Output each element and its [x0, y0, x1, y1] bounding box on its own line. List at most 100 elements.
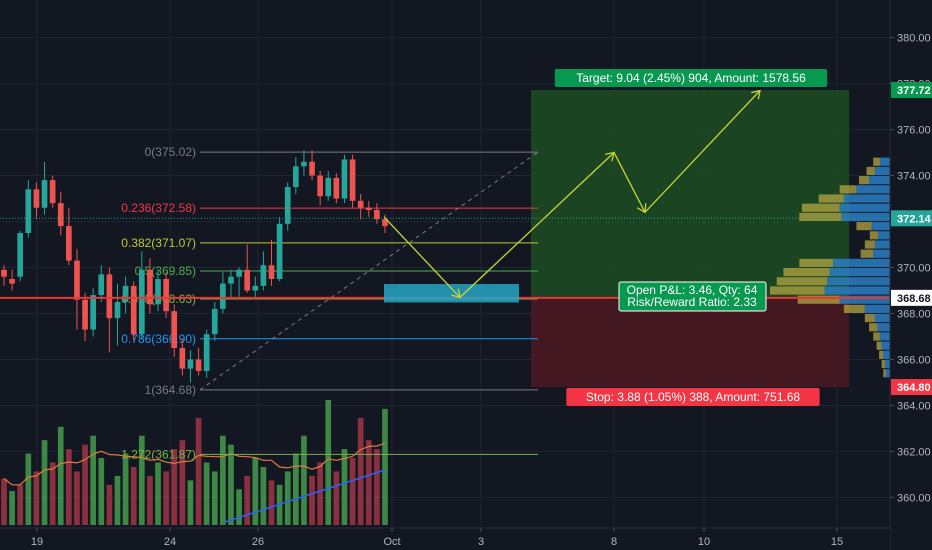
- volume-profile-up: [776, 277, 828, 286]
- arrow-head: [605, 151, 615, 162]
- last-price-tag[interactable]: 372.14: [891, 210, 932, 227]
- volume-profile-up: [799, 212, 842, 222]
- volume-profile-down: [864, 304, 890, 313]
- candle-body[interactable]: [260, 265, 267, 286]
- projection-box[interactable]: [384, 284, 519, 303]
- volume-bar: [179, 440, 186, 525]
- candle-body[interactable]: [333, 177, 340, 199]
- arrow-head: [451, 288, 461, 299]
- candle-body[interactable]: [268, 265, 275, 279]
- candle-body[interactable]: [74, 260, 80, 300]
- candle-body[interactable]: [301, 161, 307, 167]
- price-axis[interactable]: 380.00378.00376.00374.00372.00370.00368.…: [889, 0, 932, 550]
- candle-body[interactable]: [130, 285, 137, 335]
- candle-body[interactable]: [276, 223, 283, 279]
- volume-bar: [25, 453, 32, 525]
- target-label[interactable]: Target: 9.04 (2.45%) 904, Amount: 1578.5…: [554, 69, 828, 88]
- candle-body[interactable]: [252, 285, 259, 291]
- candle-body[interactable]: [284, 187, 291, 224]
- candle-body[interactable]: [98, 274, 105, 296]
- candle-body[interactable]: [49, 180, 56, 204]
- volume-profile-down: [829, 268, 890, 277]
- time-axis[interactable]: 19 24 26 Oct 3 8 10 15: [0, 527, 890, 550]
- volume-bar: [203, 462, 210, 525]
- candle-body[interactable]: [349, 159, 356, 201]
- candle-body[interactable]: [203, 334, 210, 371]
- candle-body[interactable]: [309, 161, 315, 176]
- candle-body[interactable]: [41, 180, 48, 208]
- volume-profile-down: [841, 212, 890, 222]
- candle-body[interactable]: [187, 359, 194, 369]
- target-price-tag[interactable]: 377.72: [891, 82, 932, 99]
- entry-price-tag[interactable]: 368.68: [891, 289, 932, 306]
- stop-price-tag[interactable]: 364.80: [891, 379, 932, 396]
- fibonacci-retracement[interactable]: 0(375.02)0.236(372.58)0.382(371.07)0.5(3…: [121, 145, 539, 461]
- candle-body[interactable]: [25, 189, 32, 234]
- candle-body[interactable]: [365, 207, 372, 211]
- volume-profile-down: [881, 341, 890, 350]
- candle-body[interactable]: [292, 166, 299, 188]
- candle-body[interactable]: [244, 269, 251, 291]
- candle-body[interactable]: [82, 299, 88, 330]
- candle-body[interactable]: [228, 276, 234, 284]
- volume-profile: [770, 157, 890, 378]
- fib-level-label: 1(364.68): [145, 383, 196, 397]
- volume-bar: [114, 475, 121, 525]
- drawing-overlays[interactable]: Target: 9.04 (2.45%) 904, Amount: 1578.5…: [0, 69, 890, 407]
- candle-body[interactable]: [106, 274, 113, 319]
- candle-body[interactable]: [1, 269, 7, 277]
- target-label-text: Target: 9.04 (2.45%) 904, Amount: 1578.5…: [576, 71, 806, 85]
- candle-body[interactable]: [90, 295, 97, 330]
- candle-body[interactable]: [341, 159, 348, 199]
- candle-body[interactable]: [122, 285, 129, 302]
- candle-body[interactable]: [147, 269, 153, 305]
- target-zone[interactable]: [531, 90, 849, 298]
- volume-bar: [236, 489, 242, 525]
- candle-body[interactable]: [325, 177, 332, 197]
- candle-body[interactable]: [33, 189, 40, 208]
- volume-bar: [9, 491, 15, 525]
- candle-body[interactable]: [114, 301, 121, 319]
- candlesticks[interactable]: [1, 150, 388, 383]
- volume-bar: [349, 458, 356, 525]
- volume-bar: [325, 400, 332, 525]
- candle-body[interactable]: [9, 278, 15, 284]
- candle-body[interactable]: [374, 210, 380, 220]
- stop-zone[interactable]: [531, 297, 849, 388]
- fib-trend-line[interactable]: [199, 151, 539, 391]
- stop-label[interactable]: Stop: 3.88 (1.05%) 388, Amount: 751.68: [566, 388, 820, 407]
- candle-body[interactable]: [179, 347, 186, 369]
- position-zones: [531, 90, 849, 388]
- time-tick-label: 10: [698, 536, 710, 548]
- candle-body[interactable]: [57, 203, 64, 227]
- candle-body[interactable]: [155, 278, 161, 305]
- candle-body[interactable]: [220, 283, 226, 309]
- volume-bar: [301, 435, 307, 525]
- stop-price-tag-bg: [891, 379, 932, 396]
- candle-body[interactable]: [382, 219, 388, 227]
- candle-body[interactable]: [317, 175, 323, 197]
- candle-body[interactable]: [163, 278, 169, 312]
- price-tick-label: 360.00: [897, 492, 931, 504]
- last-price-tag-bg: [891, 210, 932, 227]
- price-tick-label: 376.00: [897, 125, 931, 137]
- volume-bar: [365, 440, 372, 525]
- price-tick-label: 362.00: [897, 446, 931, 458]
- candle-body[interactable]: [17, 233, 24, 277]
- candle-body[interactable]: [236, 269, 242, 277]
- candle-body[interactable]: [211, 308, 218, 335]
- candle-body[interactable]: [357, 200, 364, 208]
- candle-body[interactable]: [171, 311, 178, 348]
- volume-profile-down: [871, 222, 890, 231]
- volume-profile-down: [874, 313, 890, 323]
- volume-trend-line[interactable]: [224, 469, 386, 523]
- candle-body[interactable]: [138, 269, 145, 335]
- candle-body[interactable]: [195, 359, 202, 371]
- volume-bars: [1, 400, 388, 525]
- candle-body[interactable]: [66, 226, 72, 261]
- volume-bar: [252, 458, 259, 525]
- arrow-head: [636, 203, 647, 214]
